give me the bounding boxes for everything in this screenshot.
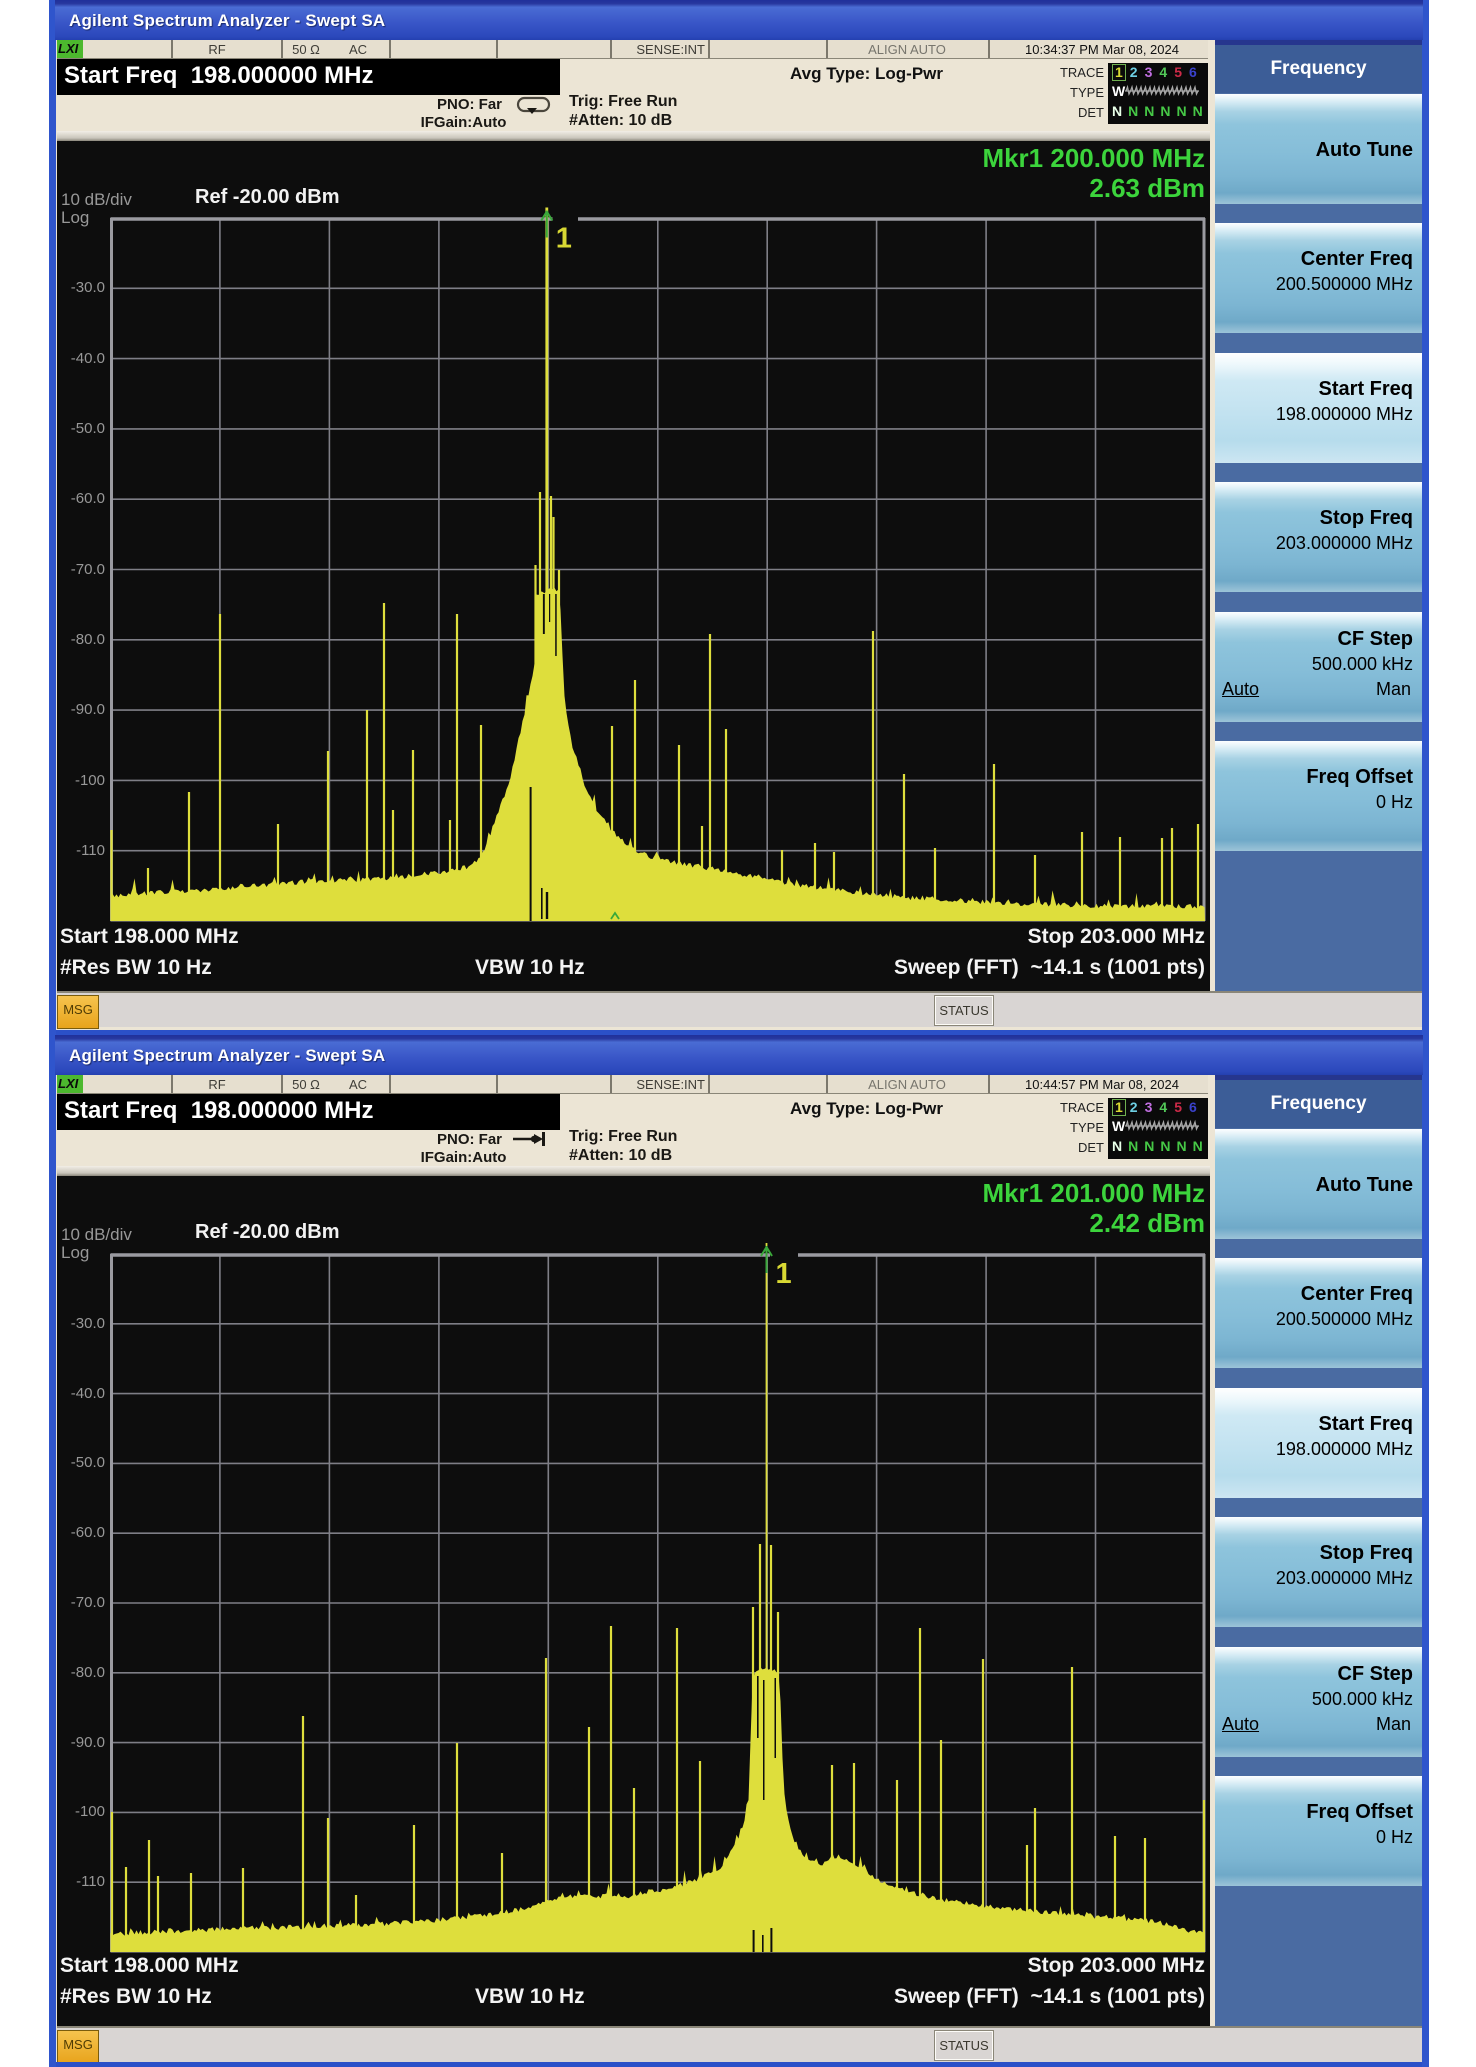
svg-text:1: 1 [776, 1258, 792, 1290]
svg-text:1: 1 [556, 223, 572, 255]
